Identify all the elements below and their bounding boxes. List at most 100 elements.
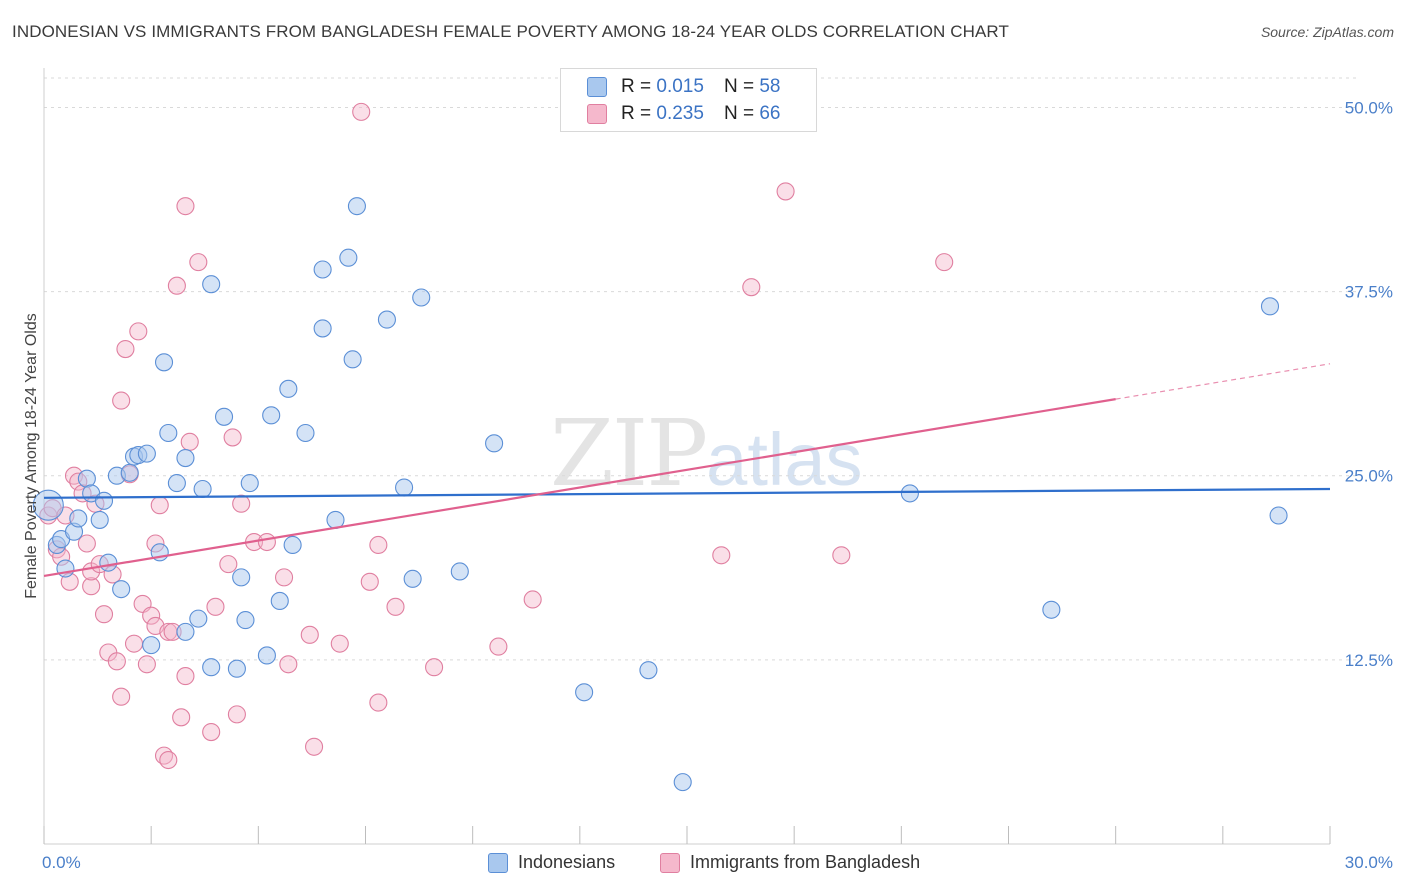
bangladesh-point — [369, 693, 388, 712]
series-legend: Indonesians Immigrants from Bangladesh — [0, 852, 1406, 878]
series-legend-bangladesh: Immigrants from Bangladesh — [660, 852, 920, 873]
bangladesh-point — [94, 605, 114, 624]
indonesian-point — [176, 449, 195, 468]
indonesian-point — [283, 535, 302, 555]
indonesian-point — [900, 484, 919, 503]
watermark-atlas: atlas — [706, 418, 863, 501]
bangladesh-point — [257, 532, 276, 552]
chart-title: INDONESIAN VS IMMIGRANTS FROM BANGLADESH… — [12, 22, 1009, 41]
bangladesh-point — [159, 750, 178, 770]
legend-n-value: 58 — [759, 76, 781, 97]
indonesian-point — [69, 509, 88, 528]
bangladesh-point — [275, 568, 294, 587]
bangladesh-point — [206, 597, 225, 616]
indonesian-point — [377, 310, 396, 329]
indonesian-point — [257, 646, 276, 665]
y-axis-title: Female Poverty Among 18-24 Year Olds — [23, 313, 40, 599]
bangladesh-point — [176, 667, 195, 686]
indonesian-point — [1269, 506, 1288, 525]
indonesian-point — [112, 580, 131, 599]
source-label: Source: ZipAtlas.com — [1260, 24, 1394, 40]
bangladesh-point — [112, 687, 131, 706]
indonesian-point — [347, 197, 366, 216]
bangladesh-point — [223, 428, 242, 447]
indonesian-point — [232, 568, 251, 587]
bangladesh-point — [219, 555, 238, 574]
indonesian-point — [240, 474, 259, 493]
indonesian-point — [412, 288, 431, 307]
indonesian-point — [575, 683, 594, 702]
bangladesh-point — [137, 655, 156, 674]
legend-swatch-blue — [587, 77, 607, 97]
indonesian-point — [167, 474, 186, 493]
indonesian-point — [202, 658, 221, 677]
bangladesh-point — [305, 737, 324, 756]
indonesian-point — [176, 622, 195, 641]
series-swatch-blue — [488, 852, 508, 873]
bangladesh-trend-line — [43, 398, 1116, 577]
bangladesh-point — [832, 546, 851, 565]
indonesian-point — [193, 479, 212, 499]
bangladesh-point — [232, 494, 251, 513]
bangladesh-point — [150, 496, 169, 515]
legend-swatch-pink — [587, 104, 607, 124]
indonesian-point — [154, 353, 174, 372]
bangladesh-point — [176, 197, 195, 216]
y-tick-label: 37.5% — [1345, 283, 1393, 302]
bangladesh-point — [360, 572, 379, 591]
y-tick-label: 12.5% — [1345, 651, 1393, 670]
indonesian-point — [142, 636, 161, 655]
indonesian-point — [485, 434, 504, 453]
legend-row-indonesians: R = 0.015 N = 58 — [587, 75, 780, 99]
bangladesh-point — [300, 625, 319, 644]
bangladesh-point — [227, 705, 246, 724]
indonesian-point — [189, 609, 208, 628]
bangladesh-point — [77, 534, 96, 553]
indonesian-point — [1042, 600, 1061, 619]
bangladesh-point — [352, 102, 371, 121]
bangladesh-point — [112, 391, 131, 410]
legend-r-value: 0.235 — [656, 103, 704, 124]
bangladesh-point — [116, 339, 135, 359]
indonesian-point — [270, 591, 289, 610]
indonesian-trend-line — [43, 487, 1331, 499]
indonesian-point — [403, 569, 422, 588]
bangladesh-point — [189, 253, 208, 272]
legend-r-label: R = — [621, 76, 652, 97]
legend-r-label: R = — [621, 103, 652, 124]
bangladesh-point — [776, 182, 795, 201]
indonesian-point — [159, 423, 178, 443]
series-label-bangladesh: Immigrants from Bangladesh — [690, 852, 921, 872]
indonesian-point — [227, 659, 246, 678]
indonesian-point — [90, 510, 109, 529]
bangladesh-point — [167, 276, 186, 295]
series-swatch-pink — [660, 852, 680, 873]
bangladesh-point — [330, 634, 349, 653]
legend-n-label: N = — [723, 103, 755, 124]
indonesian-point — [137, 444, 156, 463]
indonesian-point — [1260, 297, 1280, 316]
indonesian-point — [56, 559, 75, 578]
indonesian-point — [343, 350, 362, 369]
indonesian-point — [120, 463, 139, 482]
bangladesh-point — [523, 590, 542, 609]
indonesian-point — [214, 407, 234, 426]
bangladesh-points — [39, 102, 954, 770]
correlation-legend: R = 0.015 N = 58 R = 0.235 N = 66 — [560, 68, 817, 132]
indonesian-point — [395, 478, 414, 497]
bangladesh-point — [935, 253, 954, 272]
series-legend-indonesians: Indonesians — [488, 852, 615, 873]
bangladesh-point — [742, 278, 761, 297]
indonesian-point — [639, 661, 658, 680]
bangladesh-point — [107, 652, 126, 671]
legend-r-value: 0.015 — [656, 76, 704, 97]
legend-row-bangladesh: R = 0.235 N = 66 — [587, 102, 780, 126]
bangladesh-point — [180, 432, 199, 451]
bangladesh-point — [172, 708, 191, 727]
y-tick-label: 25.0% — [1345, 467, 1393, 486]
bangladesh-trend-extension — [1115, 363, 1331, 400]
trend-lines — [43, 363, 1331, 577]
indonesian-point — [279, 379, 298, 398]
indonesian-point — [313, 260, 332, 279]
